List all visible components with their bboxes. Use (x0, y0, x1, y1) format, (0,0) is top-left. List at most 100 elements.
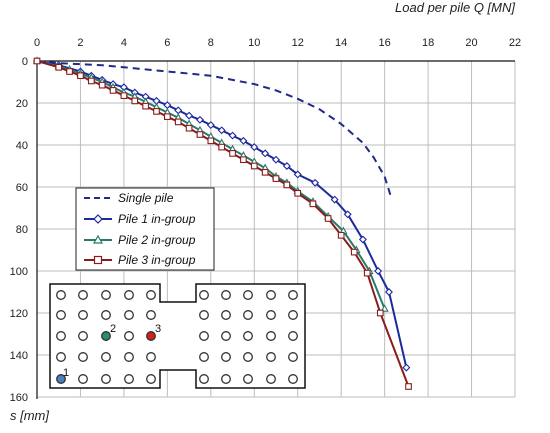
data-point (185, 111, 194, 120)
x-tick-label: 14 (335, 37, 347, 49)
x-tick-label: 16 (379, 37, 391, 49)
pile-3-marker (146, 331, 156, 341)
data-point (293, 170, 302, 179)
series-pile-3-in-group (33, 57, 412, 390)
data-point (337, 231, 345, 239)
legend-label-pile-3: Pile 3 in-group (118, 253, 196, 267)
data-point (374, 267, 383, 275)
data-point (66, 68, 73, 75)
data-point (142, 102, 149, 110)
pile-2-label: 2 (110, 323, 116, 335)
y-tick-label: 0 (22, 56, 28, 68)
data-point (350, 248, 358, 256)
pile (78, 374, 88, 384)
pile-1-marker (56, 374, 66, 384)
data-point (109, 87, 117, 94)
data-point (272, 155, 280, 164)
legend-marker-pile-1 (93, 214, 103, 224)
x-tick-label: 6 (164, 37, 170, 49)
pile-grid (56, 290, 298, 384)
data-point (77, 72, 84, 80)
pile (243, 374, 253, 384)
pile (56, 310, 66, 320)
data-point (282, 162, 291, 170)
pile (56, 352, 66, 362)
x-axis-title: Load per pile Q [MN] (395, 0, 515, 15)
series-pile-1-in-group (33, 57, 411, 372)
data-point (174, 106, 183, 115)
legend-item-pile-1: Pile 1 in-group (84, 212, 196, 226)
x-tick-label: 0 (34, 37, 40, 49)
data-point (261, 149, 270, 158)
data-point (363, 269, 371, 277)
data-point (240, 156, 247, 164)
pile (221, 352, 231, 362)
data-point (405, 383, 412, 390)
data-point (207, 137, 215, 145)
pile (124, 374, 134, 384)
pile (124, 352, 134, 362)
pile (56, 290, 66, 300)
pile (288, 352, 298, 362)
legend-label-pile-1: Pile 1 in-group (118, 212, 196, 226)
x-tick-label: 2 (77, 37, 83, 49)
pile (146, 374, 156, 384)
data-point (343, 210, 352, 219)
pile-1-label: 1 (63, 367, 69, 379)
data-point (120, 92, 128, 99)
pile (243, 290, 253, 300)
pile (243, 310, 253, 320)
data-point (98, 81, 106, 89)
pile (101, 290, 111, 300)
x-tick-label: 20 (465, 37, 477, 49)
pile-3-label: 3 (155, 323, 161, 335)
pile (56, 331, 66, 341)
legend-item-single-pile: Single pile (84, 191, 174, 205)
data-point (87, 77, 95, 85)
pile (199, 310, 209, 320)
data-point (261, 168, 269, 176)
y-tick-label: 140 (10, 350, 28, 362)
pile (199, 331, 209, 341)
pile (78, 310, 88, 320)
y-tick-label: 80 (16, 224, 28, 236)
legend: Single pile Pile 1 in-group Pile 2 in-gr… (75, 187, 215, 271)
pile (124, 290, 134, 300)
pile (101, 310, 111, 320)
legend-label-single-pile: Single pile (118, 191, 174, 205)
pile (199, 352, 209, 362)
data-point (376, 309, 384, 317)
pile-cap-outline (49, 283, 306, 389)
series-line (36, 60, 393, 198)
pile (146, 310, 156, 320)
pile (199, 374, 209, 384)
pile (266, 331, 276, 341)
y-tick-label: 120 (10, 308, 28, 320)
pile (78, 331, 88, 341)
pile (288, 374, 298, 384)
pile (221, 331, 231, 341)
x-tick-label: 4 (121, 37, 127, 49)
y-tick-label: 60 (16, 182, 28, 194)
pile (243, 331, 253, 341)
data-point (239, 136, 248, 145)
data-point (402, 363, 411, 372)
data-point (55, 63, 63, 71)
pile (221, 290, 231, 300)
x-tick-label: 8 (208, 37, 214, 49)
data-point (385, 288, 393, 296)
data-point (174, 118, 182, 126)
y-tick-label: 20 (16, 98, 28, 110)
pile (146, 290, 156, 300)
data-point (217, 126, 226, 135)
legend-marker-pile-3 (93, 255, 103, 265)
data-point (250, 162, 258, 170)
pile-2-marker (101, 331, 111, 341)
y-axis-title: s [mm] (10, 408, 49, 423)
pile (101, 352, 111, 362)
pile (146, 352, 156, 362)
legend-item-pile-3: Pile 3 in-group (84, 253, 196, 267)
pile (266, 310, 276, 320)
data-point (324, 215, 332, 222)
data-point (311, 178, 320, 187)
